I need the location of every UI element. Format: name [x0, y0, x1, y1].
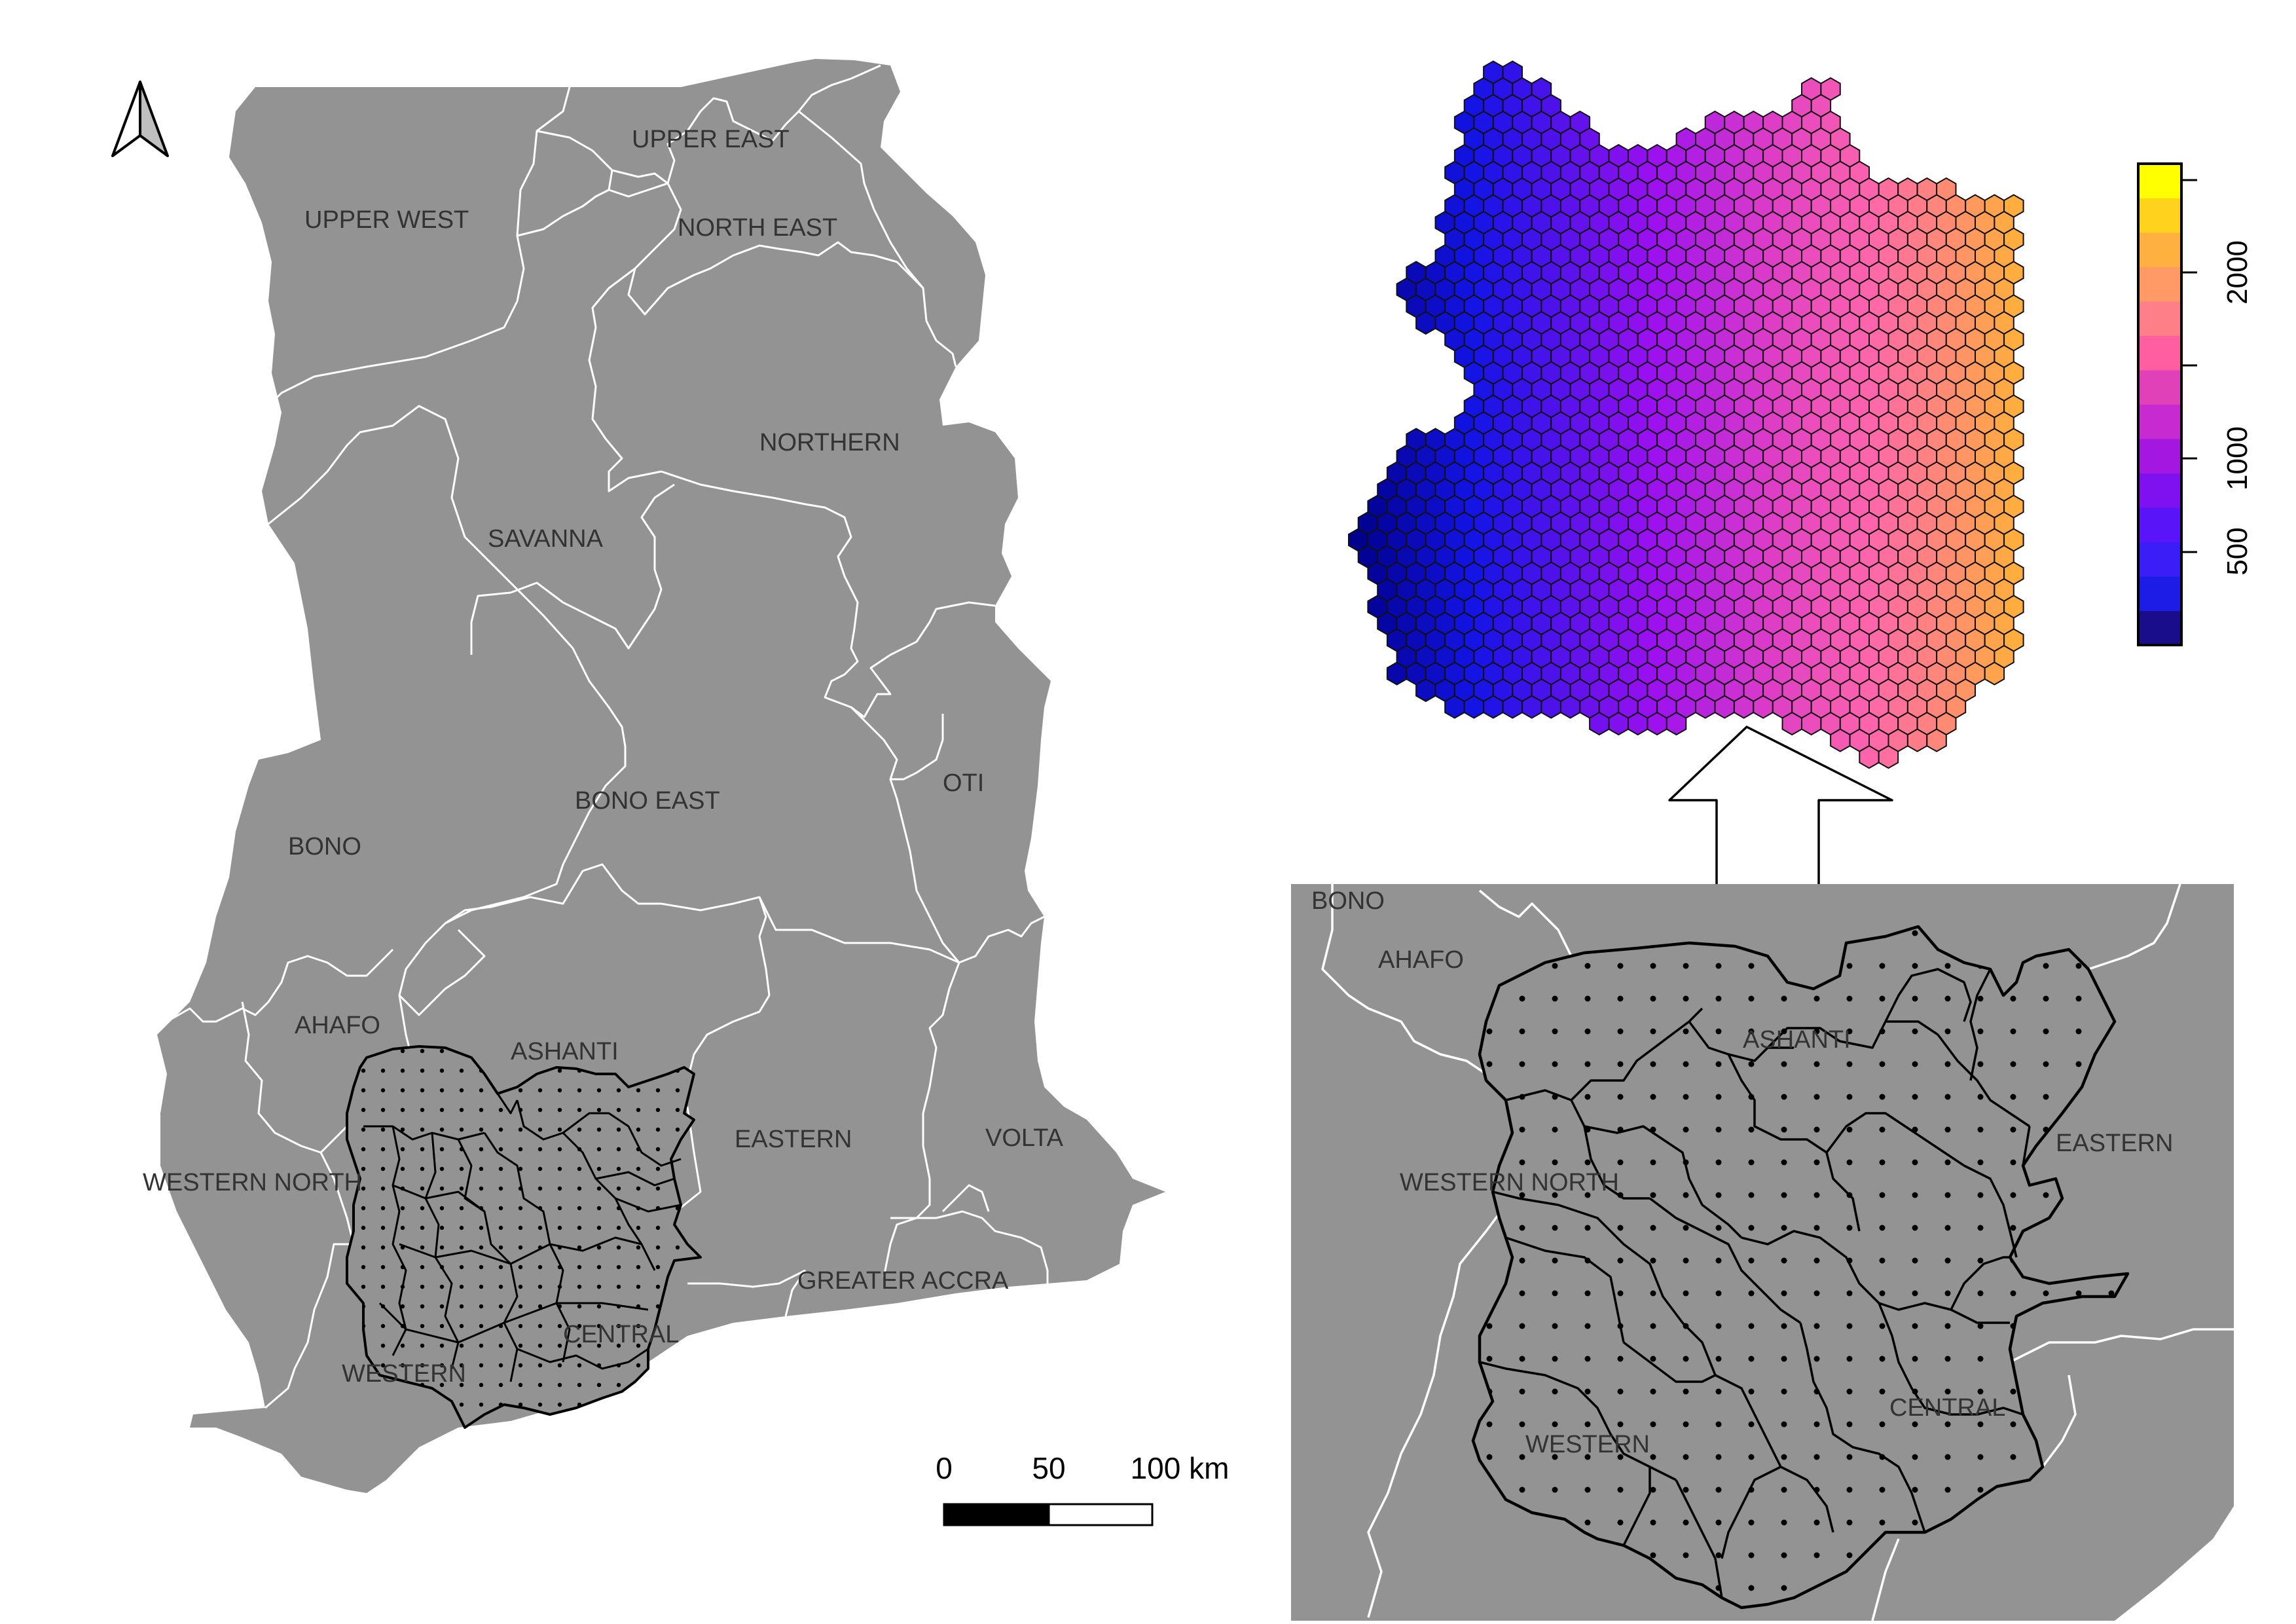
hex-cell — [1733, 695, 1755, 719]
label-bono-east: BONO EAST — [575, 787, 720, 815]
main-map: UPPER EAST UPPER WEST NORTH EAST NORTHER… — [111, 59, 1230, 1526]
hex-grid — [1348, 60, 2024, 769]
legend-swatch — [2138, 370, 2181, 405]
legend-swatch — [2138, 335, 2181, 371]
scale-tick-100: 100 km — [1131, 1451, 1230, 1485]
label-upper-east: UPPER EAST — [632, 126, 790, 153]
inset-label-ashanti: ASHANTI — [1743, 1026, 1851, 1054]
legend-swatch — [2138, 164, 2181, 198]
label-ashanti: ASHANTI — [511, 1038, 619, 1065]
legend-swatch — [2138, 301, 2181, 336]
color-legend: 500 1000 2000 — [2137, 162, 2253, 646]
hex-cell — [1830, 728, 1851, 752]
district-lines-main — [363, 1093, 682, 1382]
legend-swatch — [2138, 507, 2181, 542]
hex-cell — [1801, 711, 1822, 736]
label-volta: VOLTA — [985, 1124, 1064, 1152]
inset-label-eastern: EASTERN — [2056, 1130, 2173, 1157]
legend-swatch — [2138, 610, 2181, 646]
inset-label-western-north: WESTERN NORTH — [1400, 1169, 1619, 1196]
hex-cell — [1906, 728, 1928, 752]
legend-swatch — [2138, 473, 2181, 508]
hex-cell — [1714, 695, 1735, 719]
hex-cell — [1444, 695, 1465, 719]
hex-cell — [1666, 711, 1687, 736]
legend-swatch — [2138, 542, 2181, 577]
district-lines-inset — [1479, 968, 2031, 1598]
hex-cell — [1926, 728, 1947, 752]
label-oti: OTI — [943, 769, 984, 797]
hex-cell — [1540, 695, 1561, 719]
scale-bar: 0 50 100 km — [936, 1451, 1230, 1526]
hex-cell — [1463, 695, 1485, 719]
legend-tick-500: 500 — [2221, 527, 2253, 575]
hex-cell — [1878, 745, 1899, 769]
hex-cell — [1386, 661, 1408, 686]
legend-swatch — [2138, 267, 2181, 302]
label-bono: BONO — [288, 833, 361, 860]
hex-cell — [1647, 711, 1667, 736]
legend-swatch — [2138, 232, 2181, 267]
scale-tick-0: 0 — [936, 1451, 953, 1485]
hex-cell — [1984, 661, 2005, 686]
north-arrow-icon — [111, 81, 169, 157]
study-districts-main — [346, 1045, 702, 1429]
main-map-labels: UPPER EAST UPPER WEST NORTH EAST NORTHER… — [143, 126, 1064, 1388]
legend-tick-1000: 1000 — [2221, 426, 2253, 490]
inset-label-ahafo: AHAFO — [1378, 946, 1464, 974]
hex-cell — [1559, 695, 1581, 719]
scale-bar-white — [1048, 1503, 1154, 1526]
legend-swatch — [2138, 576, 2181, 611]
label-greater-accra: GREATER ACCRA — [797, 1267, 1009, 1295]
label-central: CENTRAL — [563, 1321, 679, 1348]
legend-color-bar — [2138, 164, 2181, 646]
up-arrow-icon — [1668, 726, 1893, 908]
label-savanna: SAVANNA — [488, 525, 604, 553]
inset-label-western: WESTERN — [1525, 1431, 1650, 1458]
hex-cell — [1502, 695, 1523, 719]
hex-cell — [1608, 711, 1629, 736]
inset-label-bono: BONO — [1311, 887, 1385, 915]
legend-frame — [2137, 162, 2183, 646]
legend-swatch — [2138, 439, 2181, 473]
label-upper-west: UPPER WEST — [304, 206, 469, 234]
label-western: WESTERN — [342, 1360, 466, 1388]
hex-cell — [1415, 678, 1436, 703]
hex-cell — [1628, 711, 1649, 736]
hex-cell — [1781, 711, 1802, 736]
label-north-east: NORTH EAST — [678, 214, 837, 242]
hex-cell — [1522, 695, 1542, 719]
hex-cell — [1859, 745, 1880, 769]
legend-swatch — [2138, 404, 2181, 439]
label-western-north: WESTERN NORTH — [143, 1169, 362, 1196]
legend-tick-2000: 2000 — [2221, 240, 2253, 304]
inset-map-labels: BONO AHAFO ASHANTI EASTERN WESTERN NORTH… — [1311, 887, 2173, 1458]
label-eastern: EASTERN — [735, 1126, 852, 1153]
inset-map: BONO AHAFO ASHANTI EASTERN WESTERN NORTH… — [1291, 884, 2234, 1621]
hex-cell — [1589, 711, 1610, 736]
hex-cell — [1753, 695, 1774, 719]
scale-bar-black — [943, 1503, 1050, 1526]
scale-tick-50: 50 — [1032, 1451, 1065, 1485]
hex-cell — [1695, 695, 1716, 719]
inset-label-central: CENTRAL — [1889, 1394, 2005, 1422]
legend-swatch — [2138, 198, 2181, 233]
hex-cell — [1483, 695, 1504, 719]
hex-cell — [1415, 310, 1436, 335]
label-northern: NORTHERN — [759, 429, 900, 456]
label-ahafo: AHAFO — [295, 1012, 380, 1039]
